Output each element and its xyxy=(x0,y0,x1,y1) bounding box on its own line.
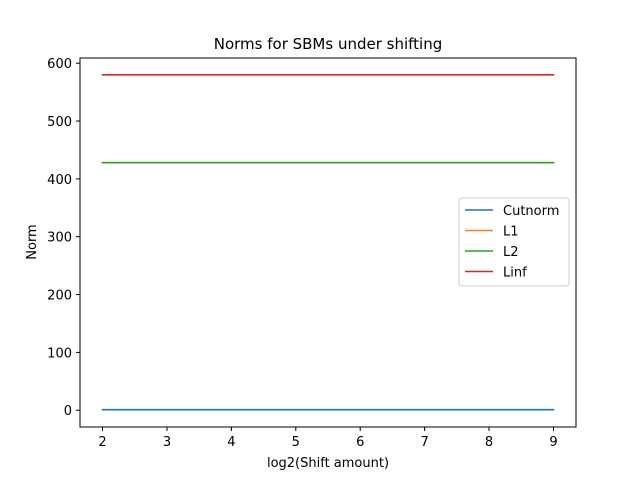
legend-label-l1: L1 xyxy=(503,225,519,240)
y-tick-label: 100 xyxy=(47,346,72,361)
x-axis-ticks: 2 3 4 5 6 7 8 9 xyxy=(98,427,558,450)
y-tick-label: 600 xyxy=(47,57,72,72)
x-tick-label: 9 xyxy=(549,435,557,450)
legend: Cutnorm L1 L2 Linf xyxy=(458,197,570,287)
x-tick-label: 5 xyxy=(292,435,300,450)
y-tick-label: 400 xyxy=(47,173,72,188)
legend-box xyxy=(458,197,570,287)
y-axis-label: Norm xyxy=(25,224,40,259)
chart-title: Norms for SBMs under shifting xyxy=(214,35,443,53)
y-tick-label: 300 xyxy=(47,231,72,246)
legend-label-linf: Linf xyxy=(503,266,527,281)
x-tick-label: 7 xyxy=(420,435,428,450)
x-tick-label: 6 xyxy=(356,435,364,450)
x-tick-label: 4 xyxy=(227,435,235,450)
y-axis-ticks: 0 100 200 300 400 500 600 xyxy=(47,57,80,419)
y-tick-label: 500 xyxy=(47,115,72,130)
y-tick-label: 0 xyxy=(64,404,72,419)
axes-frame xyxy=(79,57,577,428)
legend-label-l2: L2 xyxy=(503,245,519,260)
x-tick-label: 8 xyxy=(485,435,493,450)
x-tick-label: 3 xyxy=(163,435,171,450)
y-tick-label: 200 xyxy=(47,289,72,304)
x-tick-label: 2 xyxy=(98,435,106,450)
legend-label-cutnorm: Cutnorm xyxy=(503,204,559,219)
plot-area xyxy=(101,73,555,411)
x-axis-label: log2(Shift amount) xyxy=(267,456,389,471)
